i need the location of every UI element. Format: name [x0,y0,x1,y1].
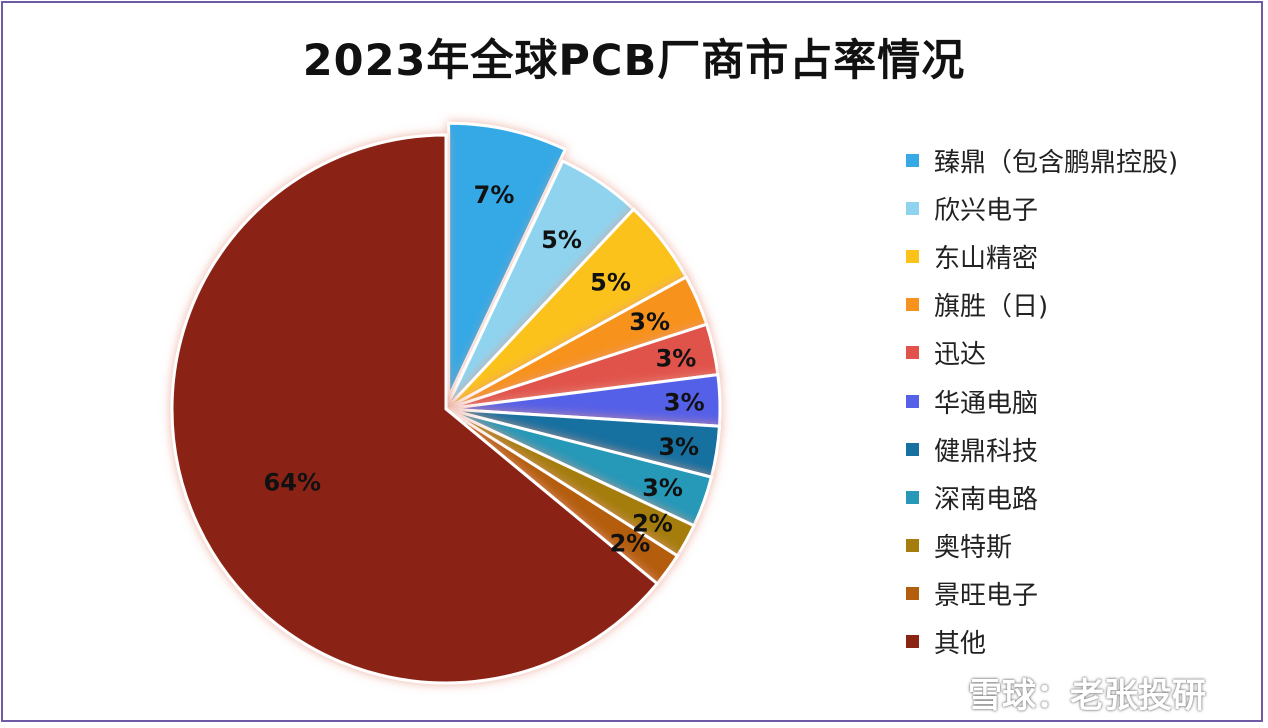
watermark: 雪球：老张投研 [920,668,1206,717]
chart-legend: 臻鼎（包含鹏鼎控股) 欣兴电子东山精密旗胜（日) 迅达华通电脑健鼎科技深南电路奥特斯… [906,136,1178,666]
legend-swatch [906,490,919,504]
legend-item-6: 华通电脑 [906,377,1178,425]
pie-slices [170,121,722,685]
slice-label-1: 7% [474,181,515,209]
legend-item-4: 旗胜（日) [906,281,1178,329]
legend-label: 奥特斯 [934,533,1013,564]
legend-swatch [906,587,919,601]
legend-swatch [906,201,919,215]
slice-label-7: 3% [658,433,699,461]
slice-label-10: 2% [610,530,651,558]
slice-label-4: 3% [629,308,670,336]
legend-item-11: 其他 [906,618,1178,666]
legend-label: 臻鼎（包含鹏鼎控股) [934,147,1179,178]
slice-label-11: 64% [264,468,321,496]
legend-label: 深南电路 [934,484,1039,515]
slice-label-5: 3% [656,345,697,373]
legend-swatch [906,153,919,167]
pie-data-labels: 7% 5% 5% 3% 3% 3% 3% 3% 2%2% 64% [264,181,705,558]
legend-item-5: 迅达 [906,329,1178,377]
watermark-text: 雪球：老张投研 [968,676,1206,716]
legend-item-3: 东山精密 [906,232,1178,280]
slice-label-6: 3% [664,389,705,417]
legend-swatch [906,394,919,408]
legend-item-2: 欣兴电子 [906,184,1178,232]
pie-slice-1 [447,121,568,398]
legend-label: 健鼎科技 [934,436,1039,467]
legend-item-7: 健鼎科技 [906,425,1178,473]
pie-slice-11 [170,133,660,685]
legend-item-8: 深南电路 [906,473,1178,521]
slice-label-9: 2% [632,510,673,538]
legend-label: 景旺电子 [934,581,1039,612]
slice-label-2: 5% [541,226,582,254]
legend-item-1: 臻鼎（包含鹏鼎控股) [906,136,1178,184]
legend-label: 东山精密 [934,243,1039,274]
legend-item-9: 奥特斯 [906,522,1178,570]
slice-label-3: 5% [590,268,631,296]
legend-label: 旗胜（日) [934,292,1049,323]
chart-title: 2023年全球PCB厂商市占率情况 [302,36,966,86]
legend-swatch [906,249,919,263]
legend-swatch [906,539,919,553]
legend-swatch [906,298,919,312]
legend-label: 华通电脑 [934,388,1039,419]
legend-label: 迅达 [934,340,987,371]
legend-item-10: 景旺电子 [906,570,1178,618]
legend-label: 欣兴电子 [934,195,1039,226]
legend-label: 其他 [934,629,987,660]
slice-label-8: 3% [642,474,683,502]
legend-swatch [906,635,919,649]
xueqiu-logo-icon [921,673,959,712]
legend-swatch [906,442,919,456]
legend-swatch [906,346,919,360]
